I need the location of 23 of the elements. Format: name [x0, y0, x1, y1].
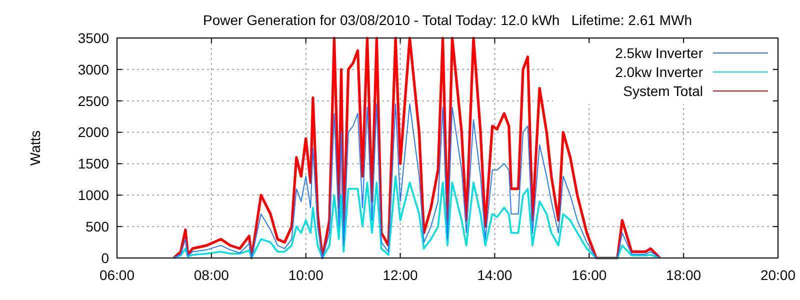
x-tick-label: 20:00	[760, 267, 796, 283]
legend-label: System Total	[623, 82, 703, 99]
y-tick-label: 500	[86, 218, 110, 234]
legend-label: 2.5kw Inverter	[615, 44, 704, 61]
x-tick-label: 08:00	[194, 267, 230, 283]
y-tick-label: 2500	[78, 92, 110, 109]
x-tick-label: 10:00	[288, 267, 324, 283]
chart-title: Power Generation for 03/08/2010 - Total Today: 12.0 kWh Lifetime: 2.61 MWh	[203, 12, 692, 28]
x-tick-label: 16:00	[572, 267, 607, 283]
line-series	[173, 104, 660, 258]
line-series	[172, 175, 661, 259]
x-tick-label: 12:00	[382, 267, 418, 283]
legend-label: 2.0kw Inverter	[615, 64, 704, 80]
y-axis-title: Watts	[27, 130, 43, 166]
y-tick-label: 1000	[78, 187, 110, 204]
x-tick-label: 18:00	[666, 267, 702, 283]
y-tick-label: 1500	[78, 156, 110, 172]
y-tick-label: 0	[101, 250, 110, 266]
y-tick-label: 3500	[78, 30, 110, 46]
x-tick-label: 14:00	[477, 267, 512, 283]
y-tick-label: 3000	[78, 61, 110, 78]
x-tick-label: 06:00	[99, 267, 135, 283]
y-tick-label: 2000	[78, 124, 110, 140]
